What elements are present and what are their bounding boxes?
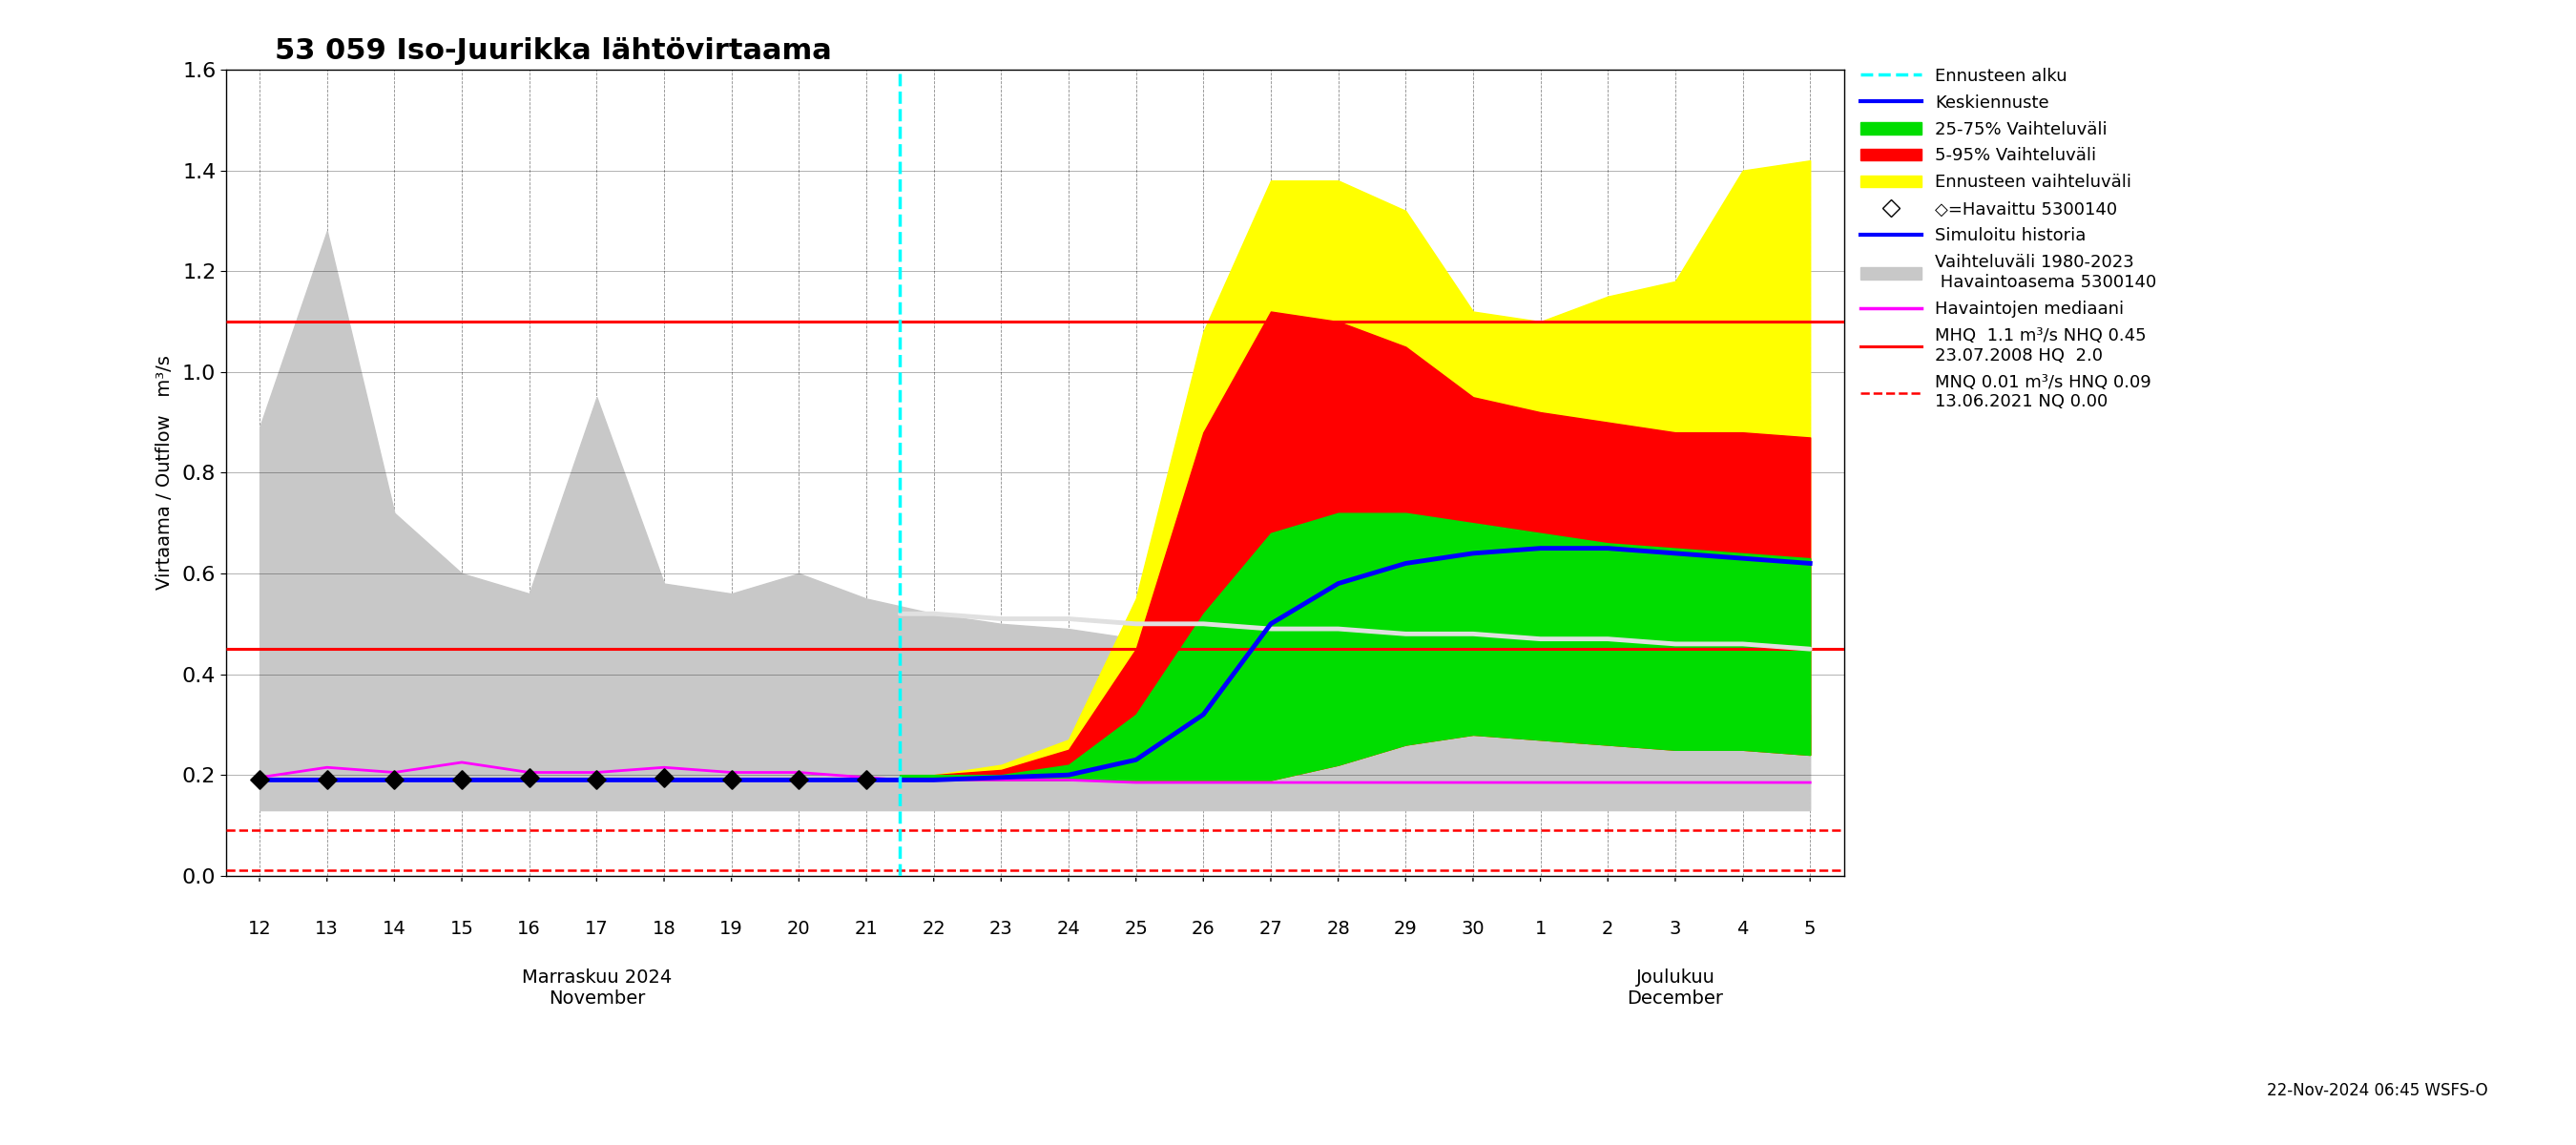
- Text: 18: 18: [652, 919, 675, 938]
- Text: 19: 19: [719, 919, 744, 938]
- Text: 22: 22: [922, 919, 945, 938]
- Text: 15: 15: [451, 919, 474, 938]
- Text: 23: 23: [989, 919, 1012, 938]
- Text: 26: 26: [1193, 919, 1216, 938]
- Text: 3: 3: [1669, 919, 1682, 938]
- Text: 20: 20: [788, 919, 811, 938]
- Text: 29: 29: [1394, 919, 1417, 938]
- Point: [307, 771, 348, 789]
- Text: 21: 21: [855, 919, 878, 938]
- Text: 5: 5: [1803, 919, 1816, 938]
- Point: [778, 771, 819, 789]
- Text: 13: 13: [314, 919, 340, 938]
- Legend: Ennusteen alku, Keskiennuste, 25-75% Vaihteluväli, 5-95% Vaihteluväli, Ennusteen: Ennusteen alku, Keskiennuste, 25-75% Vai…: [1855, 62, 2161, 416]
- Text: 4: 4: [1736, 919, 1749, 938]
- Text: Joulukuu
December: Joulukuu December: [1628, 969, 1723, 1008]
- Text: 27: 27: [1260, 919, 1283, 938]
- Text: 53 059 Iso-Juurikka lähtövirtaama: 53 059 Iso-Juurikka lähtövirtaama: [276, 37, 832, 65]
- Text: Marraskuu 2024
November: Marraskuu 2024 November: [520, 969, 672, 1008]
- Text: 24: 24: [1056, 919, 1079, 938]
- Point: [577, 771, 618, 789]
- Text: 25: 25: [1123, 919, 1149, 938]
- Point: [507, 768, 549, 787]
- Text: 12: 12: [247, 919, 270, 938]
- Text: 2: 2: [1602, 919, 1613, 938]
- Text: 14: 14: [384, 919, 407, 938]
- Point: [240, 771, 281, 789]
- Y-axis label: Virtaama / Outflow   m³/s: Virtaama / Outflow m³/s: [157, 355, 175, 590]
- Text: 30: 30: [1461, 919, 1484, 938]
- Point: [644, 768, 685, 787]
- Text: 22-Nov-2024 06:45 WSFS-O: 22-Nov-2024 06:45 WSFS-O: [2267, 1082, 2488, 1099]
- Point: [845, 771, 886, 789]
- Text: 16: 16: [518, 919, 541, 938]
- Text: 1: 1: [1535, 919, 1546, 938]
- Text: 17: 17: [585, 919, 608, 938]
- Point: [440, 771, 482, 789]
- Point: [374, 771, 415, 789]
- Text: 28: 28: [1327, 919, 1350, 938]
- Point: [711, 771, 752, 789]
